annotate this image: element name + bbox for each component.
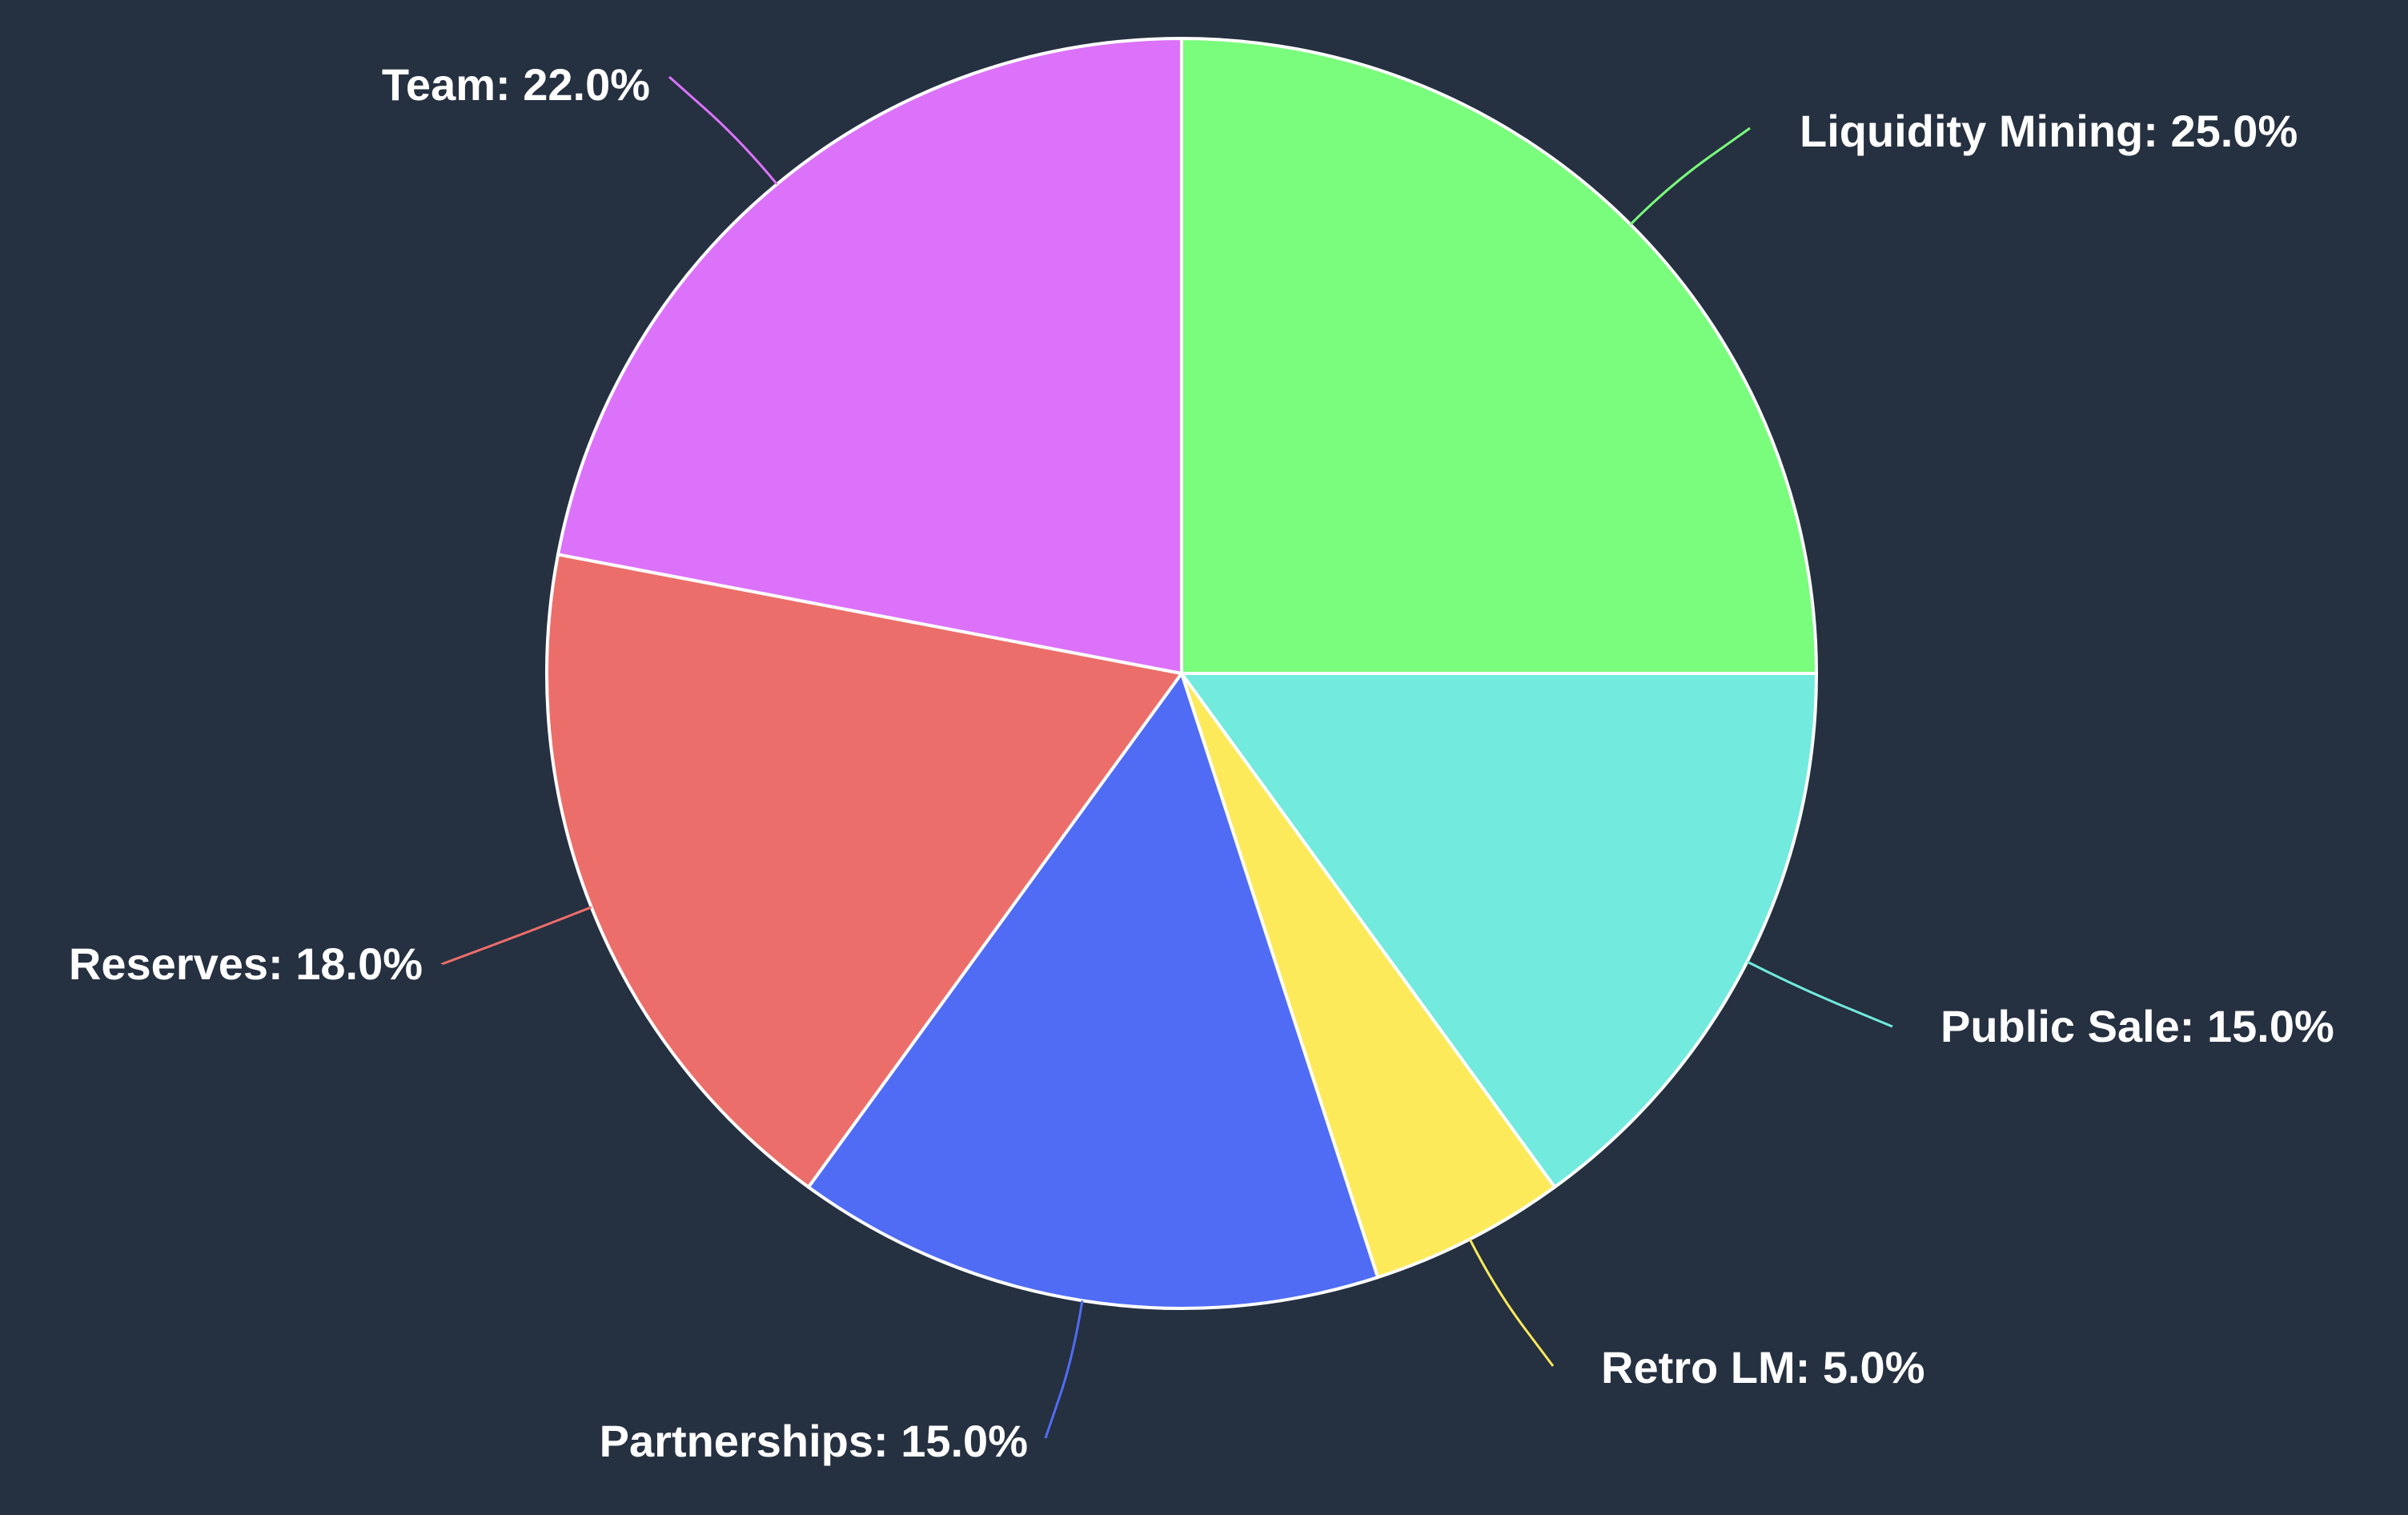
pie-slice-liquidity-mining (1180, 37, 1818, 675)
pie-slice-retro-lm (1180, 672, 1557, 1280)
leader-line-partnerships (1044, 1300, 1084, 1439)
leader-line-reserves (441, 906, 592, 966)
label-leader-lines (441, 75, 1893, 1439)
slice-label-public-sale: Public Sale: 15.0% (1940, 1001, 2334, 1051)
leader-line-retro-lm (1468, 1238, 1555, 1367)
slice-label-liquidity-mining: Liquidity Mining: 25.0% (1800, 106, 2298, 156)
pie-slice-team (556, 37, 1183, 675)
leader-line-liquidity-mining (1629, 127, 1752, 226)
slice-label-retro-lm: Retro LM: 5.0% (1601, 1342, 1925, 1392)
pie-slice-reserves (545, 553, 1183, 1189)
pie-slice-partnerships (806, 672, 1380, 1310)
pie-slices (545, 37, 1818, 1310)
slice-label-reserves: Reserves: 18.0% (69, 938, 423, 989)
leader-line-team (668, 75, 778, 185)
leader-line-public-sale (1746, 960, 1893, 1028)
slice-label-team: Team: 22.0% (382, 59, 650, 110)
slice-label-partnerships: Partnerships: 15.0% (600, 1416, 1028, 1466)
pie-slice-public-sale (1180, 672, 1818, 1189)
slice-labels: Liquidity Mining: 25.0% Public Sale: 15.0… (69, 59, 2334, 1466)
